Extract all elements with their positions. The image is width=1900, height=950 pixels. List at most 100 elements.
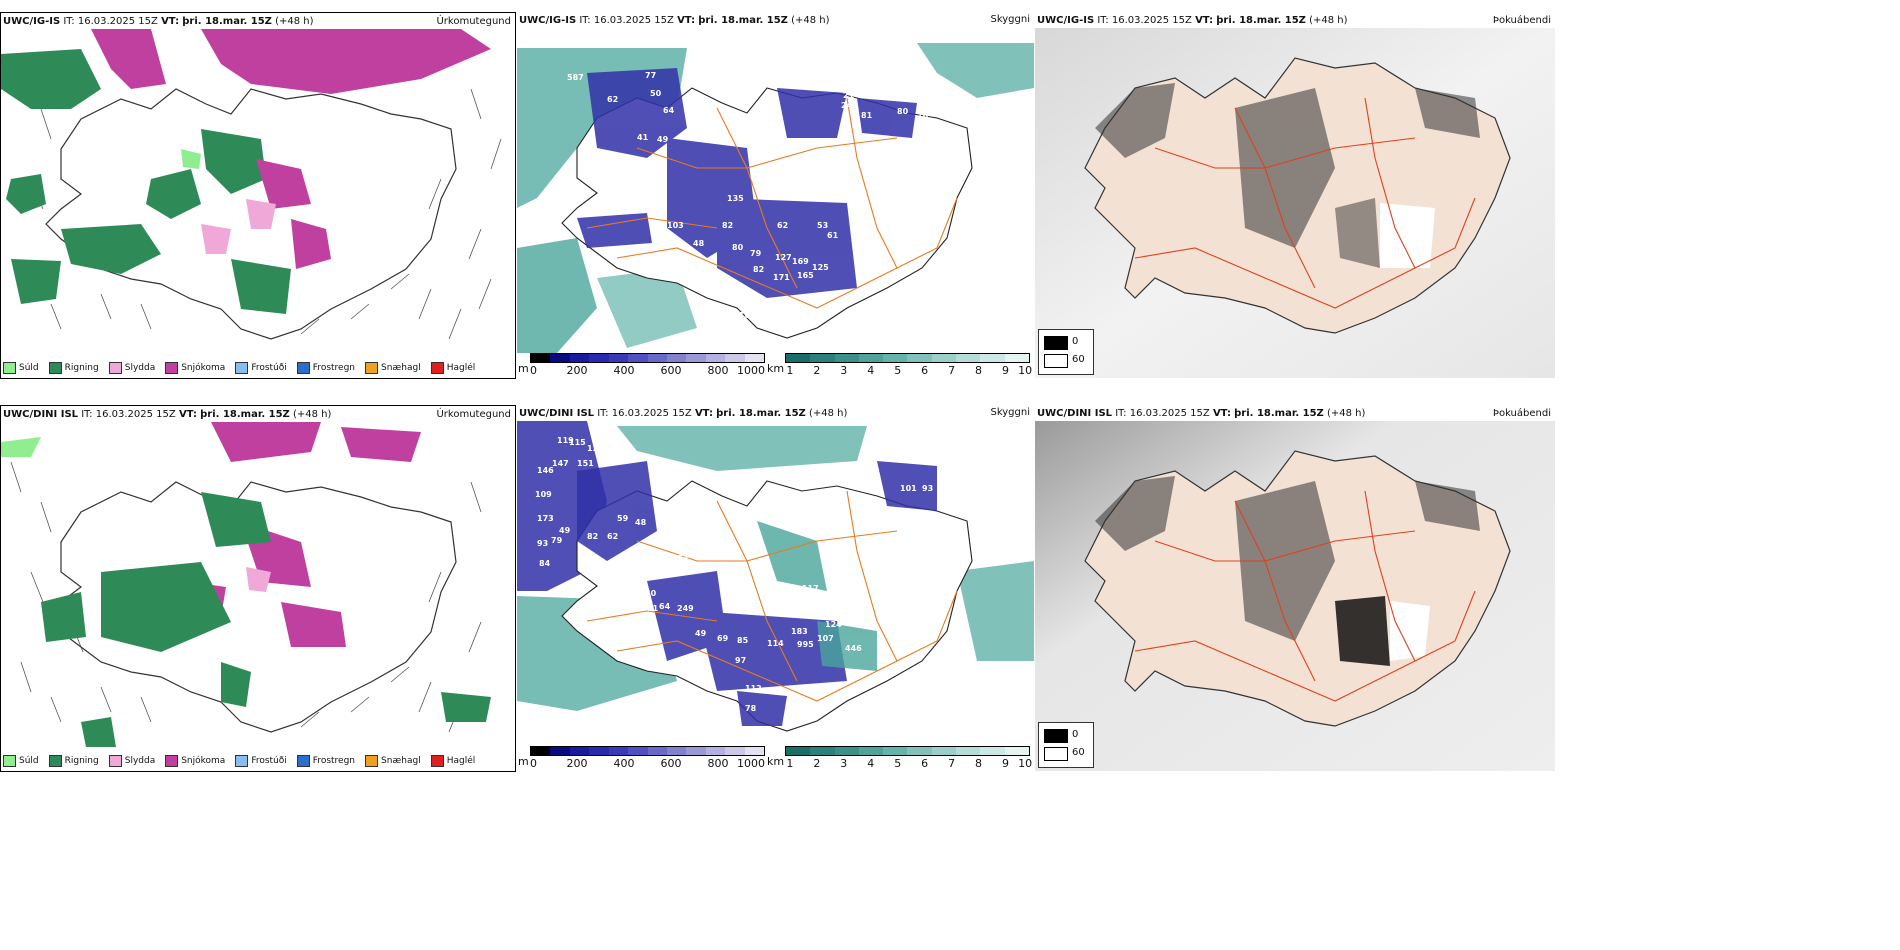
fog-legend: 0 60	[1038, 329, 1094, 375]
svg-text:62: 62	[777, 221, 788, 230]
svg-text:117: 117	[802, 584, 819, 593]
svg-text:151: 151	[577, 459, 594, 468]
legend-item-rain: Rigning	[48, 755, 99, 767]
panel-title: UWC/DINI ISL IT: 16.03.2025 15Z VT: þri.…	[519, 408, 848, 419]
precip-legend: Súld Rigning Slydda Snjókoma Frostúði Fr…	[3, 362, 475, 374]
ceiling-bar	[530, 353, 765, 363]
svg-text:82: 82	[722, 221, 733, 230]
svg-text:135: 135	[727, 194, 744, 203]
svg-text:97: 97	[735, 656, 746, 665]
legend-item-drizzle: Súld	[3, 755, 39, 767]
ceiling-visibility-map: 119 115 122 147 151 146 109 173 49 82 59…	[517, 421, 1034, 732]
visibility-ticks: 1 2 3 4 5 6 7 8 9 10	[786, 757, 1033, 770]
svg-text:55: 55	[757, 109, 769, 118]
svg-text:125: 125	[812, 263, 829, 272]
svg-text:78: 78	[745, 704, 757, 713]
legend-item-freezing-rain: Frostregn	[296, 362, 355, 374]
svg-text:112: 112	[802, 173, 819, 182]
visibility-unit: km	[767, 755, 785, 768]
svg-text:49: 49	[559, 526, 571, 535]
svg-text:48: 48	[635, 518, 647, 527]
svg-text:41: 41	[637, 133, 649, 142]
svg-text:84: 84	[539, 559, 551, 568]
svg-text:62: 62	[607, 95, 618, 104]
visibility-colorbar: km 1 2 3 4 5 6 7 8 9 10	[767, 353, 1033, 377]
svg-text:64: 64	[659, 602, 671, 611]
visibility-bar	[785, 353, 1030, 363]
svg-text:79: 79	[551, 536, 563, 545]
svg-text:80: 80	[897, 107, 909, 116]
svg-text:76: 76	[697, 273, 709, 282]
svg-text:146: 146	[537, 466, 554, 475]
svg-text:21: 21	[843, 91, 855, 100]
svg-text:109: 109	[535, 490, 552, 499]
precip-type-panel-top: UWC/IG-IS IT: 16.03.2025 15Z VT: þri. 18…	[0, 12, 516, 379]
svg-text:119: 119	[557, 436, 574, 445]
svg-text:183: 183	[791, 627, 808, 636]
svg-text:79: 79	[750, 249, 762, 258]
visibility-ticks: 1 2 3 4 5 6 7 8 9 10	[786, 364, 1033, 377]
svg-text:49: 49	[695, 629, 707, 638]
svg-text:53: 53	[817, 221, 828, 230]
svg-text:93: 93	[922, 484, 933, 493]
ceiling-visibility-map: 587 77 50 64 62 41 49 89 64 103 135 82 6…	[517, 43, 1034, 353]
svg-text:587: 587	[567, 73, 584, 82]
fog-panel-top: UWC/IG-IS IT: 16.03.2025 15Z VT: þri. 18…	[1035, 12, 1555, 379]
panel-title: UWC/IG-IS IT: 16.03.2025 15Z VT: þri. 18…	[3, 16, 314, 27]
svg-text:112: 112	[745, 684, 762, 693]
ceiling-visibility-panel-bottom: UWC/DINI ISL IT: 16.03.2025 15Z VT: þri.…	[517, 405, 1034, 772]
precip-type-map	[1, 29, 502, 340]
svg-text:446: 446	[845, 644, 862, 653]
legend-item-snow: Snjókoma	[165, 755, 225, 767]
panel-title: UWC/IG-IS IT: 16.03.2025 15Z VT: þri. 18…	[1037, 15, 1348, 26]
svg-text:154: 154	[672, 554, 689, 563]
svg-text:76: 76	[722, 574, 734, 583]
svg-text:122: 122	[587, 444, 604, 453]
svg-text:61: 61	[827, 231, 839, 240]
svg-text:62: 62	[607, 532, 618, 541]
svg-text:115: 115	[569, 438, 586, 447]
svg-text:103: 103	[667, 221, 684, 230]
svg-text:69: 69	[717, 634, 729, 643]
roads	[1134, 97, 1476, 309]
legend-item-freezing-drizzle: Frostúði	[235, 755, 287, 767]
legend-item-hail: Haglél	[430, 755, 475, 767]
precip-type-panel-bottom: UWC/DINI ISL IT: 16.03.2025 15Z VT: þri.…	[0, 405, 516, 772]
svg-text:60: 60	[645, 589, 657, 598]
legend-item-snow-pellets: Snæhagl	[365, 755, 421, 767]
svg-text:48: 48	[693, 239, 705, 248]
svg-text:70: 70	[822, 195, 834, 204]
svg-text:101: 101	[900, 484, 917, 493]
svg-text:64: 64	[663, 106, 675, 115]
ceiling-unit: m	[518, 362, 529, 375]
svg-text:85: 85	[737, 636, 749, 645]
fog-map	[1035, 28, 1555, 378]
ceiling-unit: m	[518, 755, 529, 768]
fog-map	[1035, 421, 1555, 771]
visibility-unit: km	[767, 362, 785, 375]
svg-text:82: 82	[753, 265, 764, 274]
panel-title: UWC/DINI ISL IT: 16.03.2025 15Z VT: þri.…	[1037, 408, 1366, 419]
svg-text:51: 51	[647, 604, 659, 613]
legend-item-freezing-rain: Frostregn	[296, 755, 355, 767]
svg-text:116: 116	[797, 599, 814, 608]
visibility-bar	[785, 746, 1030, 756]
low-ceiling-areas	[577, 68, 917, 298]
field-name: Úrkomutegund	[436, 16, 511, 27]
ceiling-bar	[530, 746, 765, 756]
ceiling-colorbar: m 0 200 400 600 800 1000	[518, 353, 765, 377]
fog-shading	[1095, 83, 1480, 268]
panel-title: UWC/IG-IS IT: 16.03.2025 15Z VT: þri. 18…	[519, 15, 830, 26]
svg-text:89: 89	[637, 186, 649, 195]
legend-item-rain: Rigning	[48, 362, 99, 374]
legend-item-freezing-drizzle: Frostúði	[235, 362, 287, 374]
svg-text:24: 24	[841, 101, 853, 110]
svg-text:54: 54	[771, 123, 783, 132]
svg-text:76: 76	[917, 111, 929, 120]
ceiling-ticks: 0 200 400 600 800 1000	[530, 757, 765, 770]
svg-text:165: 165	[797, 271, 814, 280]
legend-item-hail: Haglél	[430, 362, 475, 374]
ceiling-colorbar: m 0 200 400 600 800 1000	[518, 746, 765, 770]
svg-text:124: 124	[825, 620, 842, 629]
field-name: Þokuábendi	[1492, 408, 1551, 419]
